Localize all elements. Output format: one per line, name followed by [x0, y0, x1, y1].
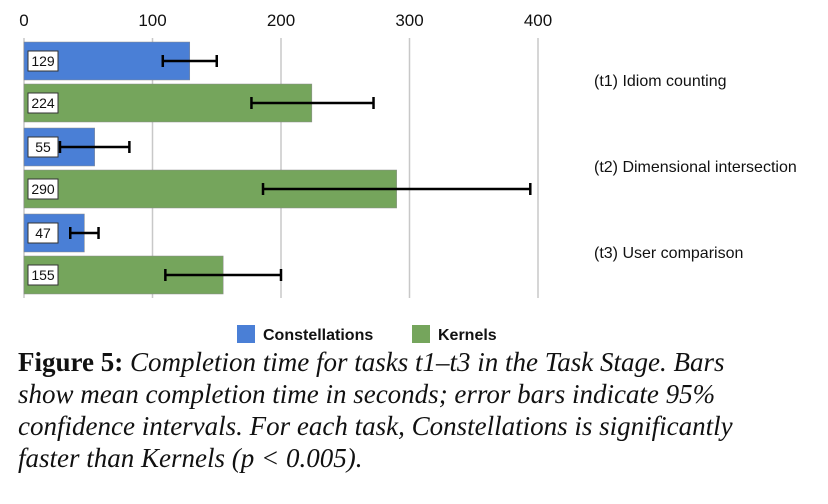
data-label-box	[27, 264, 59, 286]
data-label-box	[27, 178, 59, 200]
legend-swatch	[237, 325, 255, 343]
error-bars	[58, 55, 532, 281]
grid-lines	[23, 38, 539, 298]
x-tick-label-200: 200	[267, 11, 295, 30]
figure-caption: Figure 5: Completion time for tasks t1–t…	[18, 346, 818, 474]
data-label-kernels-t3: 155	[27, 264, 59, 286]
category-labels: (t1) Idiom counting (t2) Dimensional inte…	[594, 73, 797, 262]
error-bar-constellations-t1	[161, 55, 218, 67]
data-label-text: 129	[31, 53, 55, 69]
data-label-box	[27, 50, 59, 72]
legend: Constellations Kernels	[237, 325, 497, 344]
error-bar-constellations-t2	[58, 141, 131, 153]
data-label-text: 47	[35, 225, 51, 241]
legend-item-constellations: Constellations	[237, 325, 373, 344]
x-tick-label-0: 0	[19, 11, 28, 30]
legend-item-kernels: Kernels	[412, 325, 497, 344]
x-axis-ticks: 0 100 200 300 400	[19, 11, 552, 30]
x-tick-label-100: 100	[138, 11, 166, 30]
data-label-text: 155	[31, 267, 55, 283]
data-label-text: 224	[31, 95, 55, 111]
error-bar-kernels-t1	[250, 97, 375, 109]
legend-label: Constellations	[263, 327, 373, 344]
data-label-box	[27, 92, 59, 114]
data-label-text: 290	[31, 181, 55, 197]
data-label-constellations-t2: 55	[27, 136, 59, 158]
data-labels: 129 224 55 290 47 155	[27, 50, 59, 286]
error-bar-kernels-t2	[261, 183, 532, 195]
x-tick-label-400: 400	[524, 11, 552, 30]
legend-swatch	[412, 325, 430, 343]
category-label-t1: (t1) Idiom counting	[594, 73, 727, 90]
data-label-box	[27, 136, 59, 158]
error-bar-kernels-t3	[164, 269, 283, 281]
data-label-box	[27, 222, 59, 244]
caption-line-4: faster than Kernels (p < 0.005).	[18, 443, 363, 473]
data-label-text: 55	[35, 139, 51, 155]
legend-label: Kernels	[438, 327, 497, 344]
category-label-t3: (t3) User comparison	[594, 245, 743, 262]
bars	[23, 41, 397, 295]
error-bar-constellations-t3	[69, 227, 100, 239]
x-tick-label-300: 300	[395, 11, 423, 30]
caption-line-1: Completion time for tasks t1–t3 in the T…	[123, 347, 725, 377]
category-label-t2: (t2) Dimensional intersection	[594, 159, 797, 176]
caption-figure-label: Figure 5:	[18, 347, 124, 377]
data-label-constellations-t3: 47	[27, 222, 59, 244]
data-label-constellations-t1: 129	[27, 50, 59, 72]
data-label-kernels-t2: 290	[27, 178, 59, 200]
data-label-kernels-t1: 224	[27, 92, 59, 114]
bar-chart: 0 100 200 300 400 129 224 55 290 47 155 (t1) Idio…	[19, 11, 797, 344]
caption-line-3: confidence intervals. For each task, Con…	[18, 411, 733, 441]
caption-line-2: show mean completion time in seconds; er…	[18, 379, 716, 409]
